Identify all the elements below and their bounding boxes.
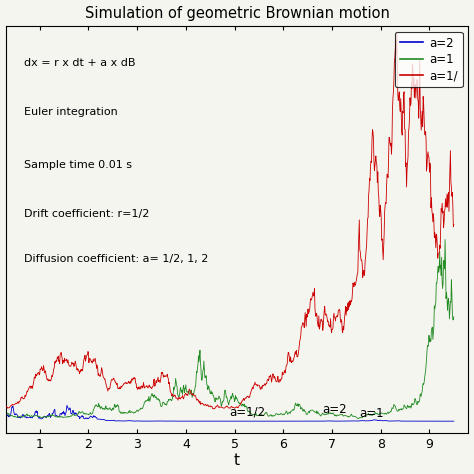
Text: Euler integration: Euler integration <box>24 107 118 117</box>
Text: a=1: a=1 <box>359 407 383 420</box>
Text: Sample time 0.01 s: Sample time 0.01 s <box>24 160 132 170</box>
Title: Simulation of geometric Brownian motion: Simulation of geometric Brownian motion <box>84 6 390 20</box>
X-axis label: t: t <box>234 454 240 468</box>
Text: a=1/2: a=1/2 <box>230 405 266 419</box>
Text: a=2: a=2 <box>322 403 347 417</box>
Text: Drift coefficient: r=1/2: Drift coefficient: r=1/2 <box>24 209 149 219</box>
Text: dx = r x dt + a x dB: dx = r x dt + a x dB <box>24 58 136 68</box>
Legend: a=2, a=1, a=1/: a=2, a=1, a=1/ <box>395 32 463 87</box>
Text: Diffusion coefficient: a= 1/2, 1, 2: Diffusion coefficient: a= 1/2, 1, 2 <box>24 254 209 264</box>
